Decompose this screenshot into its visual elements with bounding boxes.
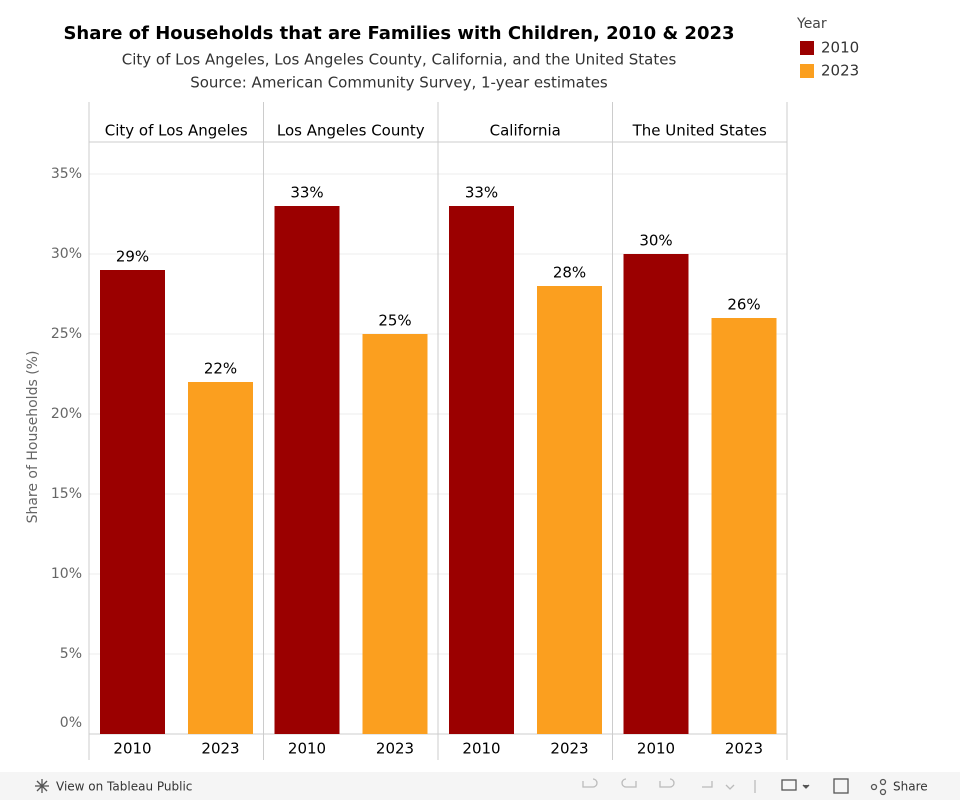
y-tick-label: 25%	[51, 326, 82, 342]
panel-header: The United States	[632, 122, 767, 140]
x-tick-label: 2023	[550, 740, 588, 758]
chart-subtitle: City of Los Angeles, Los Angeles County,…	[122, 51, 677, 69]
legend-label: 2010	[821, 39, 859, 57]
bar	[188, 382, 253, 734]
bar	[711, 318, 777, 734]
y-tick-label: 35%	[51, 166, 82, 182]
bar	[100, 270, 165, 734]
toolbar: View on Tableau Public Share	[0, 772, 960, 800]
x-tick-label: 2023	[725, 740, 763, 758]
value-label: 33%	[465, 184, 498, 202]
bar	[537, 286, 602, 734]
share-button[interactable]: Share	[893, 780, 928, 794]
value-label: 28%	[553, 264, 586, 282]
panel-header: City of Los Angeles	[105, 122, 248, 140]
bar	[449, 206, 514, 734]
x-tick-label: 2010	[637, 740, 675, 758]
action-icons[interactable]	[781, 778, 887, 796]
y-tick-label: 0%	[60, 715, 82, 731]
y-tick-label: 20%	[51, 406, 82, 422]
view-link[interactable]: View on Tableau Public	[56, 780, 192, 794]
panel-header: Los Angeles County	[277, 122, 425, 140]
tableau-icon	[35, 779, 49, 793]
bar	[362, 334, 428, 734]
undo-redo-icons	[582, 778, 756, 793]
toolbar-bg	[0, 772, 960, 800]
bar	[274, 206, 340, 734]
x-tick-label: 2023	[376, 740, 414, 758]
x-tick-label: 2023	[201, 740, 239, 758]
legend-swatch	[800, 41, 814, 55]
value-label: 30%	[639, 232, 672, 250]
y-tick-label: 15%	[51, 486, 82, 502]
x-tick-label: 2010	[113, 740, 151, 758]
value-label: 25%	[378, 312, 411, 330]
value-label: 33%	[290, 184, 323, 202]
panel-header: California	[490, 122, 561, 140]
value-label: 29%	[116, 248, 149, 266]
chart-subtitle: Source: American Community Survey, 1-yea…	[190, 74, 608, 92]
legend-swatch	[800, 64, 814, 78]
y-tick-label: 5%	[60, 646, 82, 662]
x-tick-label: 2010	[288, 740, 326, 758]
x-tick-label: 2010	[462, 740, 500, 758]
legend-label: 2023	[821, 62, 859, 80]
value-label: 22%	[204, 360, 237, 378]
y-axis-title: Share of Households (%)	[25, 351, 41, 524]
chart-title: Share of Households that are Families wi…	[63, 23, 734, 44]
y-tick-label: 10%	[51, 566, 82, 582]
y-tick-label: 30%	[51, 246, 82, 262]
value-label: 26%	[727, 296, 760, 314]
legend-title: Year	[796, 16, 827, 32]
bar	[623, 254, 689, 734]
